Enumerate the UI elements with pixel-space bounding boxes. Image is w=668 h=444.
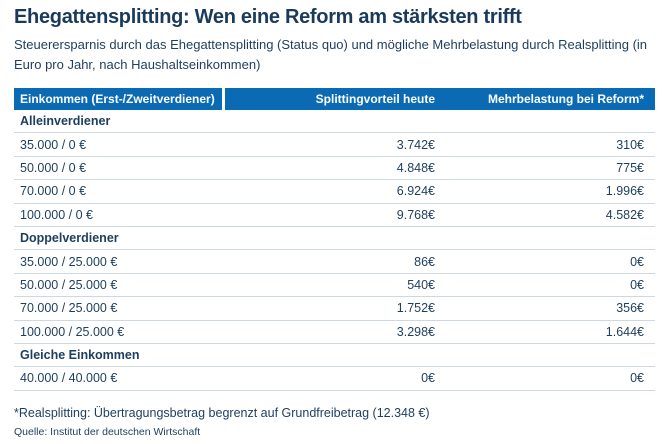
source-attribution: Quelle: Institut der deutschen Wirtschaf…	[14, 425, 201, 438]
burden-cell: 4.582€	[605, 207, 644, 222]
income-cell: 50.000 / 25.000 €	[20, 277, 118, 292]
table-row: 70.000 / 0 € 6.924€ 1.996€	[14, 180, 655, 204]
burden-cell: 775€	[616, 160, 644, 175]
advantage-cell: 3.742€	[396, 137, 435, 152]
table-row: 50.000 / 25.000 € 540€ 0€	[14, 274, 655, 298]
burden-cell: 1.996€	[605, 184, 644, 199]
burden-cell: 0€	[630, 277, 644, 292]
section-label: Alleinverdiener	[20, 114, 111, 129]
table-header-row: Einkommen (Erst-/Zweitverdiener) Splitti…	[14, 88, 655, 110]
table-row: 70.000 / 25.000 € 1.752€ 356€	[14, 297, 655, 321]
advantage-cell: 1.752€	[396, 301, 435, 316]
burden-cell: 1.644€	[605, 324, 644, 339]
table-row: 50.000 / 0 € 4.848€ 775€	[14, 157, 655, 181]
table-row: 100.000 / 0 € 9.768€ 4.582€	[14, 204, 655, 227]
table-row: 35.000 / 25.000 € 86€ 0€	[14, 250, 655, 274]
column-header-splitting-advantage: Splittingvorteil heute	[225, 88, 435, 110]
burden-cell: 310€	[616, 137, 644, 152]
income-cell: 35.000 / 25.000 €	[20, 254, 118, 269]
section-header-gleiche-einkommen: Gleiche Einkommen	[14, 344, 655, 368]
income-cell: 100.000 / 0 €	[20, 207, 93, 222]
advantage-cell: 6.924€	[396, 184, 435, 199]
page-subtitle: Steuerersparnis durch das Ehegattensplit…	[14, 37, 648, 72]
burden-cell: 356€	[616, 301, 644, 316]
footnote: *Realsplitting: Übertragungsbetrag begre…	[14, 405, 430, 420]
burden-cell: 0€	[630, 371, 644, 386]
section-label: Doppelverdiener	[20, 231, 119, 246]
advantage-cell: 540€	[407, 277, 435, 292]
table-row: 35.000 / 0 € 3.742€ 310€	[14, 133, 655, 157]
income-cell: 35.000 / 0 €	[20, 137, 87, 152]
table-row: 40.000 / 40.000 € 0€ 0€	[14, 367, 655, 391]
advantage-cell: 0€	[421, 371, 435, 386]
income-cell: 70.000 / 25.000 €	[20, 301, 118, 316]
advantage-cell: 86€	[414, 254, 435, 269]
income-cell: 50.000 / 0 €	[20, 160, 87, 175]
section-header-alleinverdiener: Alleinverdiener	[14, 110, 655, 134]
data-table: Einkommen (Erst-/Zweitverdiener) Splitti…	[14, 88, 655, 391]
page-title: Ehegattensplitting: Wen eine Reform am s…	[14, 6, 522, 28]
section-label: Gleiche Einkommen	[20, 348, 140, 363]
advantage-cell: 3.298€	[396, 324, 435, 339]
income-cell: 70.000 / 0 €	[20, 184, 87, 199]
section-header-doppelverdiener: Doppelverdiener	[14, 227, 655, 251]
burden-cell: 0€	[630, 254, 644, 269]
income-cell: 40.000 / 40.000 €	[20, 371, 118, 386]
advantage-cell: 9.768€	[396, 207, 435, 222]
table-row: 100.000 / 25.000 € 3.298€ 1.644€	[14, 321, 655, 344]
income-cell: 100.000 / 25.000 €	[20, 324, 125, 339]
advantage-cell: 4.848€	[396, 160, 435, 175]
column-header-income: Einkommen (Erst-/Zweitverdiener)	[14, 88, 225, 110]
column-header-reform-burden: Mehrbelastung bei Reform*	[435, 88, 655, 110]
